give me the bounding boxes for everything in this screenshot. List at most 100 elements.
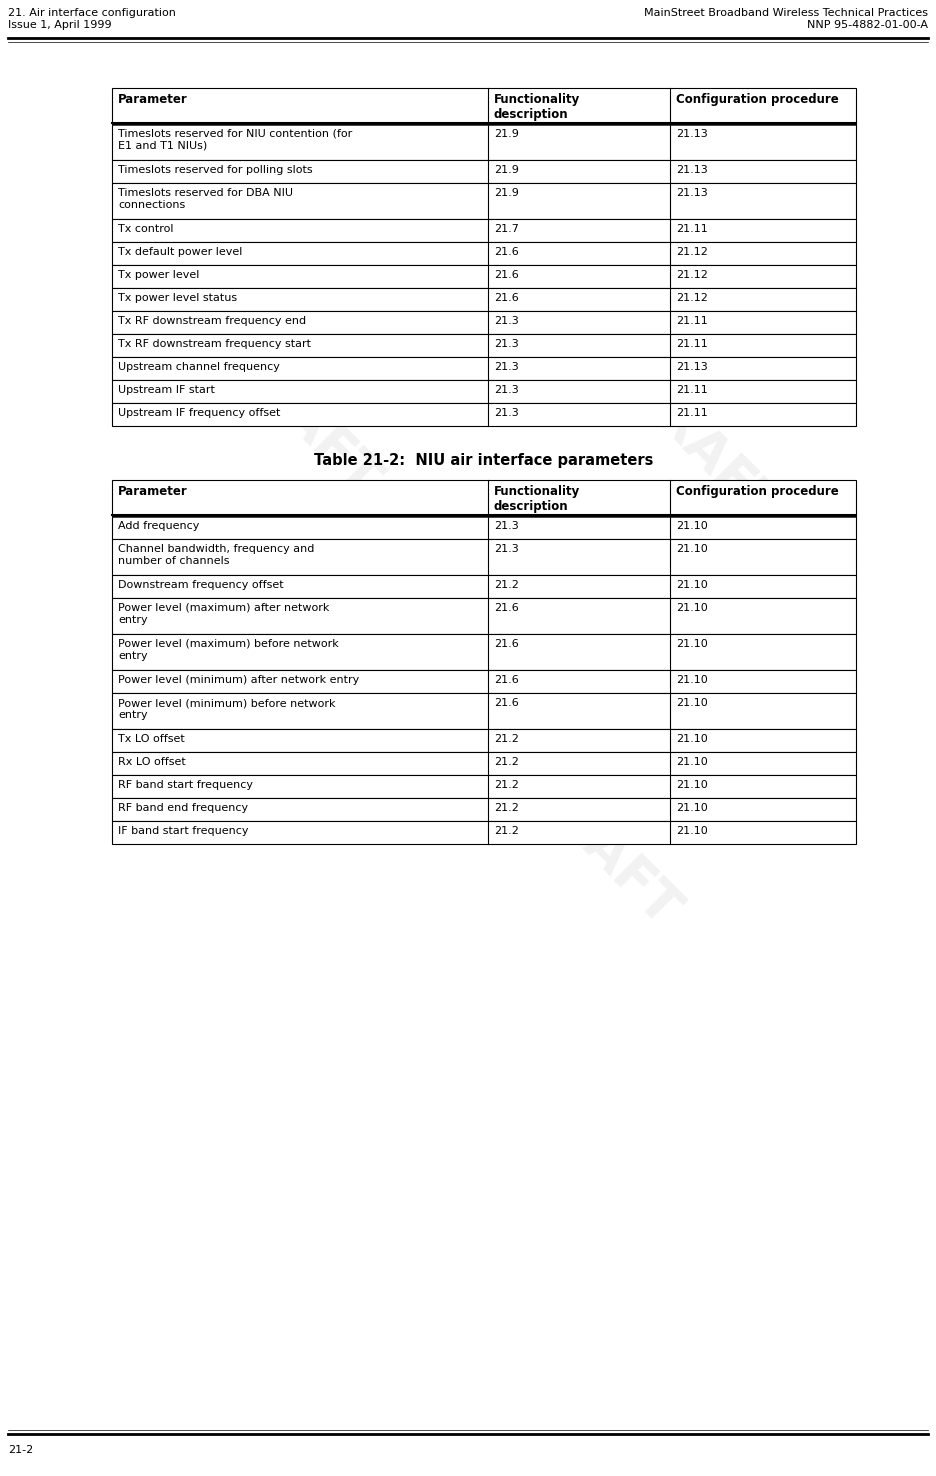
Text: 21.10: 21.10 [676, 639, 708, 649]
Text: 21.6: 21.6 [493, 294, 519, 303]
Text: 21.11: 21.11 [676, 407, 708, 418]
Text: 21.2: 21.2 [493, 779, 519, 790]
Text: DRAFT: DRAFT [512, 762, 688, 939]
Bar [112, 821, 856, 844]
Text: DRAFT: DRAFT [662, 261, 838, 438]
Text: Power level (maximum) after network
entry: Power level (maximum) after network entr… [118, 604, 329, 624]
Text: RF band end frequency: RF band end frequency [118, 803, 248, 813]
Text: Timeslots reserved for NIU contention (for
E1 and T1 NIUs): Timeslots reserved for NIU contention (f… [118, 128, 352, 151]
Text: 21.6: 21.6 [493, 246, 519, 257]
Text: NNP 95-4882-01-00-A: NNP 95-4882-01-00-A [807, 21, 928, 30]
Text: 21.10: 21.10 [676, 604, 708, 613]
Text: 21.11: 21.11 [676, 385, 708, 396]
Text: 21-2: 21-2 [8, 1445, 34, 1455]
Text: 21.11: 21.11 [676, 339, 708, 348]
Text: Rx LO offset: Rx LO offset [118, 757, 185, 768]
Text: 21. Air interface configuration: 21. Air interface configuration [8, 7, 176, 18]
Text: MainStreet Broadband Wireless Technical Practices: MainStreet Broadband Wireless Technical … [644, 7, 928, 18]
Bar [112, 89, 856, 124]
Text: DRAFT: DRAFT [192, 562, 368, 738]
Text: Tx default power level: Tx default power level [118, 246, 242, 257]
Text: DRAFT: DRAFT [612, 362, 788, 539]
Text: Tx control: Tx control [118, 224, 173, 235]
Text: 21.10: 21.10 [676, 698, 708, 708]
Text: 21.9: 21.9 [493, 187, 519, 198]
Text: IF band start frequency: IF band start frequency [118, 827, 248, 835]
Text: 21.3: 21.3 [493, 521, 519, 531]
Bar [112, 183, 856, 218]
Text: 21.7: 21.7 [493, 224, 519, 235]
Bar [112, 670, 856, 694]
Bar [112, 334, 856, 357]
Text: Upstream IF start: Upstream IF start [118, 385, 215, 396]
Text: Configuration procedure: Configuration procedure [676, 93, 839, 106]
Text: 21.3: 21.3 [493, 316, 519, 326]
Bar [112, 694, 856, 729]
Bar [112, 517, 856, 539]
Text: Configuration procedure: Configuration procedure [676, 486, 839, 497]
Text: Power level (minimum) after network entry: Power level (minimum) after network entr… [118, 675, 359, 685]
Text: Power level (maximum) before network
entry: Power level (maximum) before network ent… [118, 639, 339, 661]
Text: Timeslots reserved for DBA NIU
connections: Timeslots reserved for DBA NIU connectio… [118, 187, 293, 210]
Text: 21.6: 21.6 [493, 698, 519, 708]
Text: 21.3: 21.3 [493, 545, 519, 554]
Text: Downstream frequency offset: Downstream frequency offset [118, 580, 284, 590]
Bar [112, 124, 856, 159]
Bar [112, 729, 856, 751]
Text: 21.6: 21.6 [493, 639, 519, 649]
Text: 21.2: 21.2 [493, 734, 519, 744]
Text: Upstream IF frequency offset: Upstream IF frequency offset [118, 407, 281, 418]
Bar [112, 218, 856, 242]
Text: 21.10: 21.10 [676, 580, 708, 590]
Text: RF band start frequency: RF band start frequency [118, 779, 253, 790]
Bar [112, 635, 856, 670]
Bar [112, 576, 856, 598]
Bar [112, 288, 856, 311]
Text: Issue 1, April 1999: Issue 1, April 1999 [8, 21, 111, 30]
Text: Timeslots reserved for polling slots: Timeslots reserved for polling slots [118, 165, 313, 176]
Bar [112, 799, 856, 821]
Text: 21.10: 21.10 [676, 734, 708, 744]
Text: Channel bandwidth, frequency and
number of channels: Channel bandwidth, frequency and number … [118, 545, 314, 565]
Bar [112, 598, 856, 635]
Bar [112, 266, 856, 288]
Text: 21.3: 21.3 [493, 407, 519, 418]
Text: Upstream channel frequency: Upstream channel frequency [118, 362, 280, 372]
Text: 21.10: 21.10 [676, 545, 708, 554]
Text: 21.9: 21.9 [493, 165, 519, 176]
Bar [112, 159, 856, 183]
Text: 21.2: 21.2 [493, 757, 519, 768]
Text: Functionality
description: Functionality description [493, 93, 580, 121]
Text: DRAFT: DRAFT [412, 192, 588, 368]
Text: Tx power level: Tx power level [118, 270, 199, 280]
Text: 21.10: 21.10 [676, 521, 708, 531]
Text: DRAFT: DRAFT [562, 512, 739, 688]
Text: Tx RF downstream frequency start: Tx RF downstream frequency start [118, 339, 311, 348]
Text: Parameter: Parameter [118, 93, 188, 106]
Text: 21.2: 21.2 [493, 580, 519, 590]
Text: 21.6: 21.6 [493, 604, 519, 613]
Text: 21.11: 21.11 [676, 316, 708, 326]
Text: Tx LO offset: Tx LO offset [118, 734, 184, 744]
Bar [112, 480, 856, 517]
Text: Power level (minimum) before network
entry: Power level (minimum) before network ent… [118, 698, 335, 720]
Text: Functionality
description: Functionality description [493, 486, 580, 514]
Text: DRAFT: DRAFT [332, 613, 508, 788]
Text: 21.2: 21.2 [493, 803, 519, 813]
Text: 21.9: 21.9 [493, 128, 519, 139]
Bar [112, 242, 856, 266]
Bar [112, 403, 856, 427]
Text: DRAFT: DRAFT [212, 332, 388, 508]
Text: 21.3: 21.3 [493, 362, 519, 372]
Text: 21.13: 21.13 [676, 362, 708, 372]
Text: 21.11: 21.11 [676, 224, 708, 235]
Bar [112, 379, 856, 403]
Text: Tx RF downstream frequency end: Tx RF downstream frequency end [118, 316, 306, 326]
Text: 21.12: 21.12 [676, 294, 708, 303]
Text: 21.10: 21.10 [676, 675, 708, 685]
Text: 21.10: 21.10 [676, 827, 708, 835]
Text: 21.13: 21.13 [676, 187, 708, 198]
Text: 21.3: 21.3 [493, 339, 519, 348]
Text: 21.12: 21.12 [676, 270, 708, 280]
Text: 21.3: 21.3 [493, 385, 519, 396]
